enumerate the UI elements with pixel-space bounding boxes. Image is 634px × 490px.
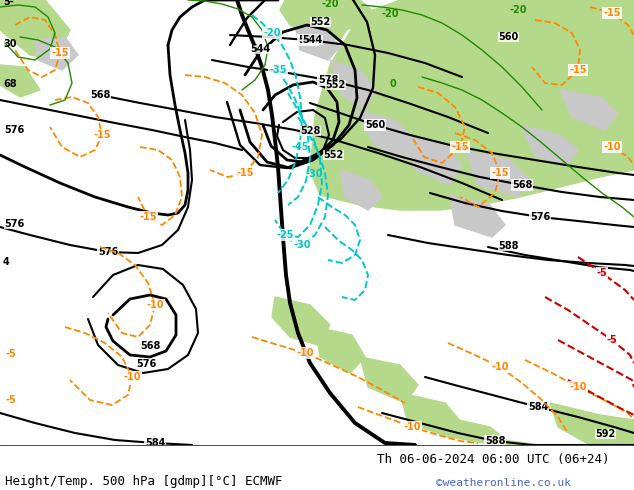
Text: 30: 30 [3,39,16,49]
Polygon shape [272,297,330,345]
Text: 560: 560 [498,32,518,42]
Text: -35: -35 [269,65,287,75]
Text: -30: -30 [305,169,323,179]
Text: -20: -20 [263,28,281,38]
Text: 584: 584 [145,438,165,448]
Polygon shape [480,437,558,445]
Text: ©weatheronline.co.uk: ©weatheronline.co.uk [436,478,571,488]
Polygon shape [315,327,365,373]
Text: 544: 544 [302,35,322,45]
Text: 552: 552 [325,80,346,90]
Text: -10: -10 [146,300,164,310]
Text: 0: 0 [390,79,397,89]
Text: 568: 568 [140,341,160,351]
Polygon shape [310,0,634,210]
Text: -10: -10 [491,362,508,372]
Text: -20: -20 [382,9,399,19]
Text: -5: -5 [5,395,16,405]
Text: -25: -25 [276,230,294,240]
Text: -5: -5 [597,268,607,278]
Text: 568: 568 [90,90,110,100]
Polygon shape [400,135,462,185]
Polygon shape [445,417,510,445]
Text: 588: 588 [485,436,505,446]
Polygon shape [310,0,360,30]
Text: 576: 576 [4,219,24,229]
Text: 592: 592 [595,429,615,439]
Text: -10: -10 [296,348,314,358]
Text: -15: -15 [569,65,586,75]
Polygon shape [330,60,375,110]
Text: -15: -15 [51,48,68,58]
Text: 584: 584 [528,402,548,412]
Text: -10: -10 [123,372,141,382]
Polygon shape [355,110,415,160]
Polygon shape [550,403,634,445]
Text: -15: -15 [603,8,621,18]
Text: -15: -15 [451,142,469,152]
Text: Th 06-06-2024 06:00 UTC (06+24): Th 06-06-2024 06:00 UTC (06+24) [377,453,610,466]
Text: -15: -15 [491,168,508,178]
Text: 578: 578 [318,75,338,85]
Text: 544: 544 [250,44,270,54]
Polygon shape [35,37,78,70]
Text: -20: -20 [510,5,527,15]
Polygon shape [0,65,40,97]
Text: -30: -30 [294,240,311,250]
Text: 4: 4 [3,257,10,267]
Text: -20: -20 [322,0,339,9]
Polygon shape [560,90,618,130]
Text: 5-: 5- [3,0,14,7]
Polygon shape [280,0,350,40]
Text: 576: 576 [136,359,156,369]
Polygon shape [340,170,382,210]
Text: 588: 588 [498,241,519,251]
Text: 552: 552 [310,17,330,27]
Polygon shape [450,195,505,237]
Polygon shape [465,150,530,197]
Text: 560: 560 [365,120,385,130]
Text: -10: -10 [603,142,621,152]
Text: -5: -5 [607,335,618,345]
Text: 68: 68 [3,79,16,89]
Polygon shape [520,125,578,167]
Text: 576: 576 [530,212,550,222]
Polygon shape [360,357,418,403]
Polygon shape [285,0,338,37]
Text: 552: 552 [323,150,343,160]
Text: 528: 528 [300,126,320,136]
Polygon shape [330,0,375,27]
Text: -10: -10 [569,382,586,392]
Text: 576: 576 [98,247,118,257]
Polygon shape [0,0,70,60]
Text: -45: -45 [292,142,309,152]
Polygon shape [400,393,462,437]
Polygon shape [295,25,340,60]
Text: -15: -15 [93,130,111,140]
Text: Height/Temp. 500 hPa [gdmp][°C] ECMWF: Height/Temp. 500 hPa [gdmp][°C] ECMWF [5,474,283,488]
Text: 576: 576 [4,125,24,135]
Text: 584: 584 [298,35,318,45]
Text: 568: 568 [512,180,532,190]
Text: -15: -15 [236,168,254,178]
Text: -10: -10 [403,422,421,432]
Text: -5: -5 [5,349,16,359]
Text: -15: -15 [139,212,157,222]
